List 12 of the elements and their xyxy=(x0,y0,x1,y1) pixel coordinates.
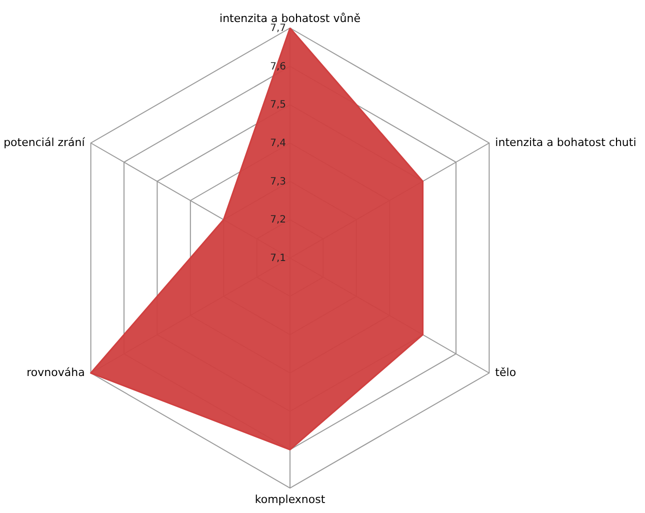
spoke-label: intenzita a bohatost vůně xyxy=(220,12,361,25)
y-tick-label: 7,5 xyxy=(270,100,286,111)
y-tick-label: 7,1 xyxy=(270,253,286,264)
spoke-label: intenzita a bohatost chuti xyxy=(495,136,636,149)
spoke-label: komplexnost xyxy=(254,493,326,506)
spoke-label: rovnováha xyxy=(26,366,85,379)
y-tick-label: 7,2 xyxy=(270,214,286,226)
y-tick-label: 7,7 xyxy=(270,23,286,34)
y-tick-label: 7,4 xyxy=(270,138,286,149)
spoke-label: tělo xyxy=(495,366,516,379)
y-tick-label: 7,3 xyxy=(270,176,286,188)
spoke-label: potenciál zrání xyxy=(4,136,86,149)
